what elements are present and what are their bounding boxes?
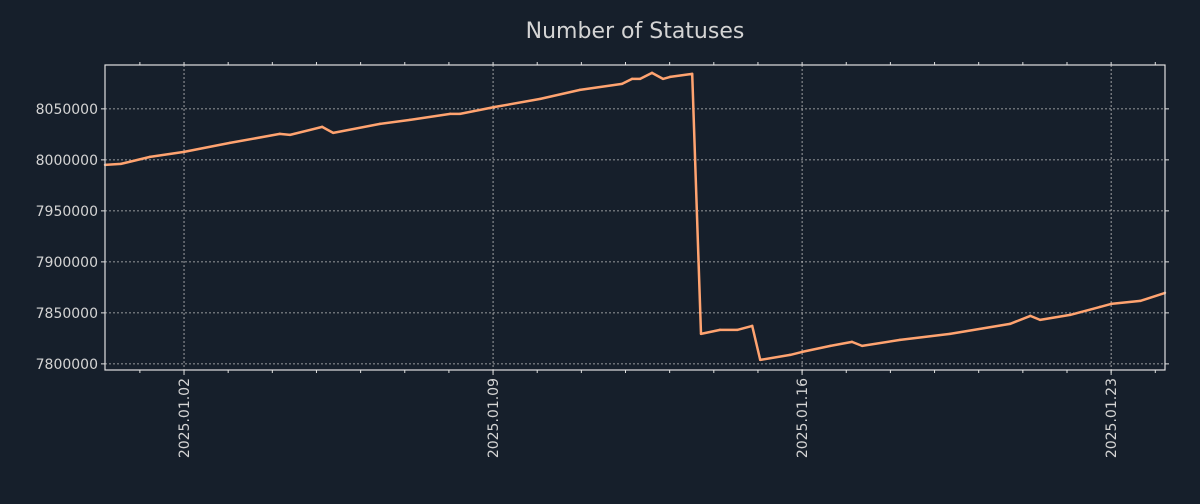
data-point [1038,318,1042,322]
data-point [449,112,452,116]
data-point [620,82,624,86]
x-tick-label: 2025.01.09 [486,378,502,458]
data-point [378,122,382,126]
data-point [758,358,762,362]
data-point [829,344,832,348]
data-point [278,132,282,136]
grid [105,65,1165,370]
plot-frame [104,64,1166,371]
data-point [751,324,754,328]
chart-title: Number of Statuses [526,19,745,44]
x-tick-label: 2025.01.02 [177,378,193,458]
data-point [408,118,412,122]
y-tick-label: 7800000 [36,357,98,373]
data-point [148,155,152,159]
data-point [228,141,232,145]
x-tick-label: 2025.01.16 [795,378,811,458]
data-point [1139,299,1142,303]
y-tick-label: 7950000 [36,204,98,220]
data-point [288,133,292,137]
data-point [1068,313,1072,317]
data-point [630,77,634,81]
series-line [104,71,1166,362]
data-point [458,112,462,116]
y-tick-label: 7850000 [36,306,98,322]
data-point [578,88,582,92]
data-point [638,77,642,81]
data-point [182,150,186,154]
data-point [948,332,952,336]
x-tick-label: 2025.01.23 [1104,378,1120,458]
data-point [898,338,902,342]
data-point [850,340,854,344]
data-point [1109,302,1113,306]
y-tick-label: 8000000 [36,153,98,169]
ticks: 7800000 7850000 7900000 7950000 8000000 80500… [36,62,1169,458]
series-layer [103,71,1167,362]
data-point [668,75,672,79]
data-point [661,77,665,81]
data-point [800,350,804,354]
data-point [650,71,654,75]
data-point [690,72,694,76]
y-tick-label: 8050000 [36,102,98,118]
data-point [699,332,703,336]
data-point [1029,314,1032,318]
data-point [788,353,792,357]
data-point [539,97,542,101]
data-point [119,162,123,166]
data-point [332,131,335,135]
y-tick-label: 7900000 [36,255,98,271]
data-point [321,125,324,129]
data-point [1098,305,1102,309]
data-point [736,328,739,332]
data-point [1008,322,1012,326]
data-point [860,344,864,348]
data-point [718,328,722,332]
data-point [494,105,497,109]
